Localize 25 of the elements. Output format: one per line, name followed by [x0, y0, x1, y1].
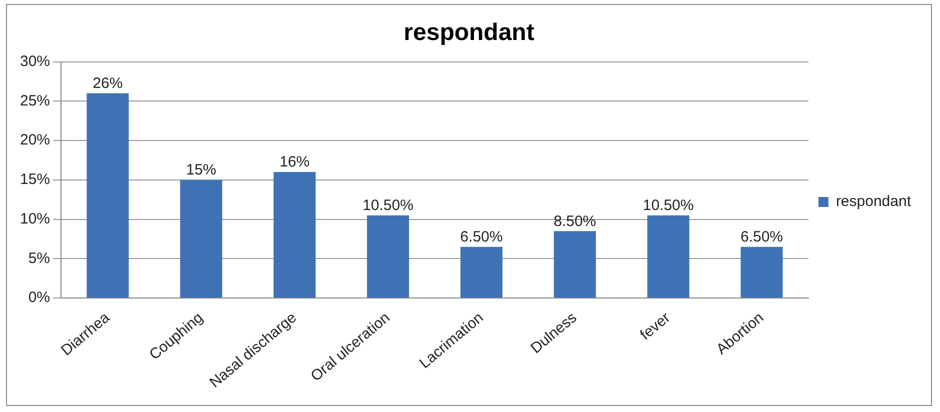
y-tick-label: 5%: [28, 250, 50, 267]
bar: [460, 246, 502, 298]
y-tick-label: 15%: [20, 171, 50, 188]
data-label: 10.50%: [362, 197, 414, 214]
chart-title: respondant: [404, 19, 534, 46]
y-tick-label: 20%: [20, 132, 50, 149]
data-label: 16%: [280, 154, 310, 171]
data-label: 6.50%: [740, 228, 783, 246]
y-tick-label: 10%: [20, 210, 50, 228]
y-tick-label: 25%: [20, 92, 50, 110]
y-tick-label: 30%: [20, 52, 50, 70]
data-label: 15%: [186, 162, 216, 179]
bar: [647, 215, 690, 298]
data-label: 6.50%: [460, 228, 503, 246]
y-tick-label: 0%: [28, 289, 50, 306]
data-label: 10.50%: [642, 197, 694, 214]
bar: [274, 172, 316, 298]
bar: [180, 180, 222, 298]
bar: [86, 93, 129, 298]
legend-label: respondant: [836, 193, 912, 210]
bar: [740, 246, 783, 298]
bar: [554, 231, 596, 298]
data-label: 8.50%: [554, 212, 596, 230]
data-label: 26%: [92, 74, 123, 92]
bar: [366, 215, 410, 298]
